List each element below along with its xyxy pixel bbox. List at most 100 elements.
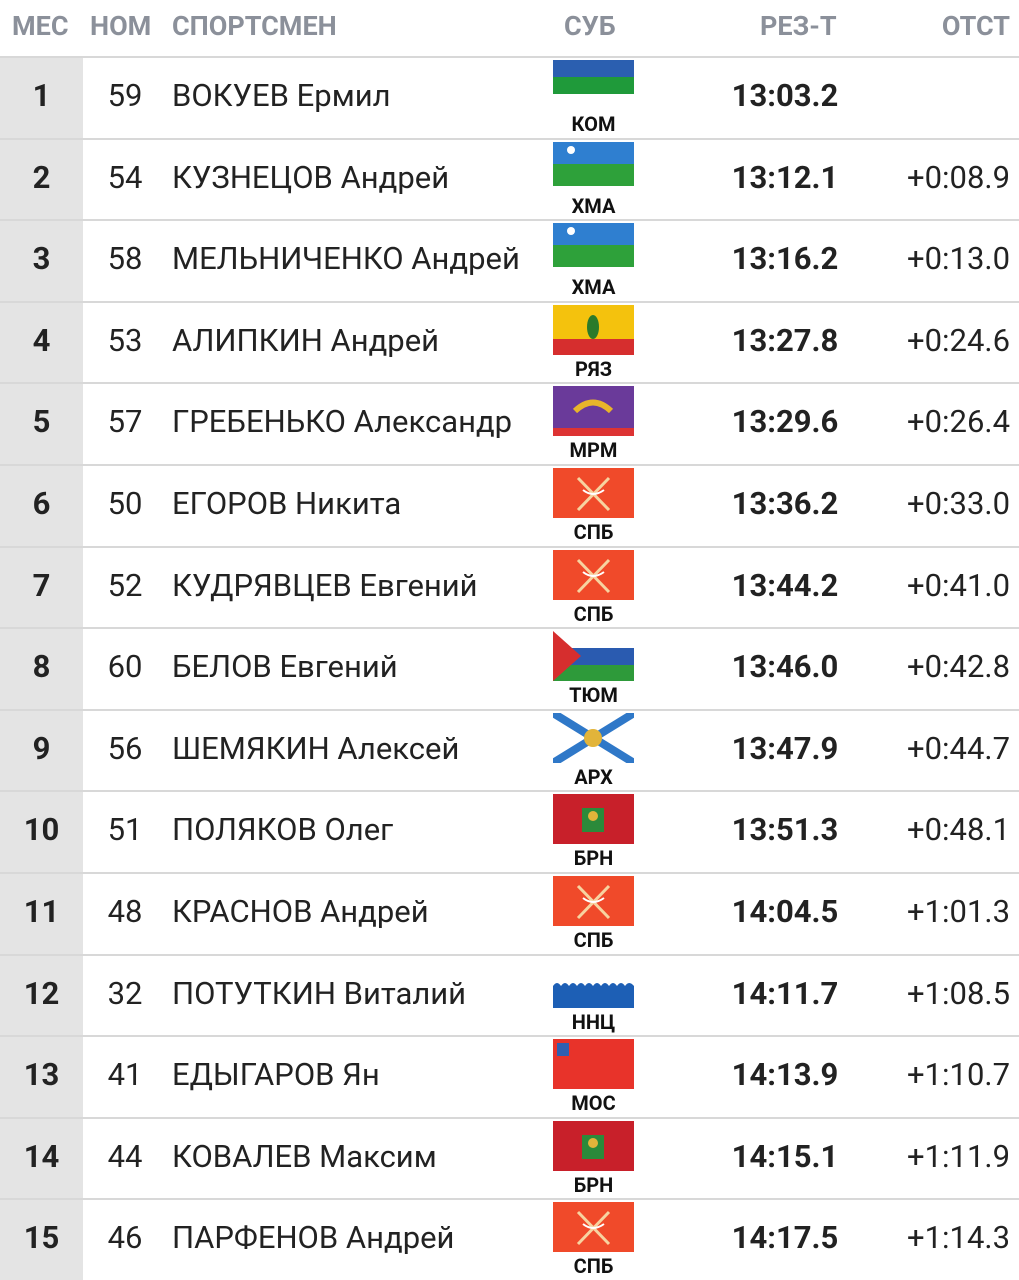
bib-number: 52 <box>107 566 143 604</box>
bib-number: 59 <box>107 77 143 114</box>
place: 14 <box>0 1118 83 1199</box>
table-row: 13 41 ЕДЫГАРОВ Ян МОС 14:13.9 +1:10.7 <box>0 1035 1019 1118</box>
athlete-name: ПОТУТКИН Виталий <box>172 974 467 1012</box>
athlete-name: ПАРФЕНОВ Андрей <box>172 1219 455 1257</box>
table-row: 7 52 КУДРЯВЦЕВ Евгений СПБ 13:44.2 +0:41.0 <box>0 545 1019 628</box>
region-code: СПБ <box>573 1254 614 1279</box>
result-time: 13:03.2 <box>731 77 839 114</box>
bib-number: 46 <box>107 1219 143 1257</box>
athlete-name: КОВАЛЕВ Максим <box>172 1137 437 1175</box>
table-row: 11 48 КРАСНОВ Андрей СПБ 14:04.5 +1:01.3 <box>0 872 1019 954</box>
place: 10 <box>0 792 83 873</box>
bib-number: 32 <box>107 974 143 1012</box>
time-gap: +0:24.6 <box>907 321 1010 359</box>
time-gap: +0:26.4 <box>907 403 1010 441</box>
time-gap: +0:48.1 <box>907 811 1010 849</box>
region-flag <box>553 386 634 437</box>
result-time: 13:44.2 <box>731 566 839 604</box>
athlete-name: КРАСНОВ Андрей <box>172 893 429 930</box>
flag-icon <box>553 957 634 1008</box>
result-time: 14:17.5 <box>731 1219 839 1257</box>
table-row: 4 53 АЛИПКИН Андрей РЯЗ 13:27.8 +0:24.6 <box>0 300 1019 383</box>
flag-icon <box>553 631 634 682</box>
table-row: 8 60 БЕЛОВ Евгений ТЮМ 13:46.0 +0:42.8 <box>0 627 1019 710</box>
region-code: СПБ <box>573 520 614 544</box>
athlete-name: КУЗНЕЦОВ Андрей <box>172 158 450 196</box>
result-time: 13:12.1 <box>731 158 839 196</box>
flag-icon <box>553 468 634 518</box>
header-region: СУБ <box>564 10 616 42</box>
region-code: СПБ <box>573 928 614 952</box>
athlete-name: ЕГОРОВ Никита <box>172 485 402 522</box>
region-flag <box>553 876 634 926</box>
region-flag <box>553 1039 634 1090</box>
header-gap: ОТСТ <box>941 10 1010 42</box>
region-flag <box>550 709 637 767</box>
time-gap: +0:41.0 <box>907 566 1010 604</box>
table-row: 3 58 МЕЛЬНИЧЕНКО Андрей ХМА 13:16.2 +0:13.0 <box>0 219 1019 302</box>
athlete-name: ЕДЫГАРОВ Ян <box>172 1056 380 1094</box>
time-gap: +1:01.3 <box>907 893 1010 930</box>
flag-icon <box>553 549 634 600</box>
place: 1 <box>0 58 83 138</box>
table-row: 10 51 ПОЛЯКОВ Олег БРН 13:51.3 +0:48.1 <box>0 790 1019 873</box>
athlete-name: ПОЛЯКОВ Олег <box>172 811 394 849</box>
place: 3 <box>0 221 83 302</box>
bib-number: 48 <box>107 893 143 930</box>
bib-number: 57 <box>107 403 143 441</box>
flag-icon <box>553 794 634 845</box>
place: 12 <box>0 955 83 1036</box>
time-gap: +1:11.9 <box>907 1137 1010 1175</box>
region-flag <box>553 794 634 845</box>
region-code: АРХ <box>574 764 613 789</box>
region-code: БРН <box>573 1172 614 1197</box>
region-code: ТЮМ <box>569 683 618 708</box>
region-code: РЯЗ <box>574 356 613 381</box>
region-code: СПБ <box>573 601 614 626</box>
region-flag <box>553 468 634 518</box>
table-row: 2 54 КУЗНЕЦОВ Андрей ХМА 13:12.1 +0:08.9 <box>0 137 1019 220</box>
athlete-name: ГРЕБЕНЬКО Александр <box>172 403 513 441</box>
bib-number: 54 <box>107 158 143 196</box>
bib-number: 56 <box>107 729 143 767</box>
athlete-name: БЕЛОВ Евгений <box>172 648 398 686</box>
result-time: 14:11.7 <box>731 974 839 1012</box>
region-flag <box>553 957 634 1008</box>
time-gap: +1:08.5 <box>907 974 1010 1012</box>
region-flag <box>553 304 634 355</box>
region-code: ХМА <box>571 193 616 218</box>
region-code: ННЦ <box>571 1009 616 1034</box>
region-code: МРМ <box>569 438 618 463</box>
place: 2 <box>0 139 83 220</box>
place: 11 <box>0 874 83 954</box>
result-time: 13:29.6 <box>731 403 839 441</box>
flag-icon <box>550 709 637 767</box>
flag-icon <box>553 304 634 355</box>
table-row: 12 32 ПОТУТКИН Виталий ННЦ 14:11.7 +1:08.5 <box>0 953 1019 1036</box>
place: 6 <box>0 466 83 546</box>
athlete-name: МЕЛЬНИЧЕНКО Андрей <box>172 240 520 278</box>
time-gap: +0:08.9 <box>907 158 1010 196</box>
athlete-name: ВОКУЕВ Ермил <box>172 77 391 114</box>
bib-number: 51 <box>107 811 143 849</box>
flag-icon <box>553 141 634 192</box>
result-time: 14:15.1 <box>731 1137 839 1175</box>
result-time: 13:27.8 <box>731 321 839 359</box>
place: 9 <box>0 710 83 791</box>
place: 13 <box>0 1037 83 1118</box>
region-code: БРН <box>573 846 614 871</box>
region-flag <box>553 631 634 682</box>
result-time: 14:04.5 <box>731 893 839 930</box>
place: 7 <box>0 547 83 628</box>
place: 15 <box>0 1200 83 1280</box>
region-code: МОС <box>571 1091 616 1116</box>
time-gap: +0:44.7 <box>907 729 1010 767</box>
athlete-name: АЛИПКИН Андрей <box>172 321 440 359</box>
result-time: 13:51.3 <box>731 811 839 849</box>
table-row: 6 50 ЕГОРОВ Никита СПБ 13:36.2 +0:33.0 <box>0 464 1019 546</box>
region-code: ХМА <box>571 275 616 300</box>
result-time: 14:13.9 <box>731 1056 839 1094</box>
place: 5 <box>0 384 83 465</box>
header-bib: НОМ <box>90 10 152 42</box>
